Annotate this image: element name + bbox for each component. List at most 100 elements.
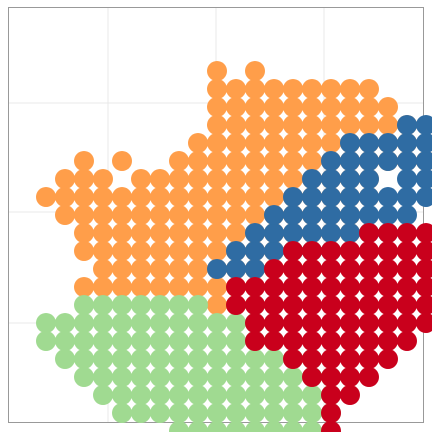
data-point xyxy=(416,187,432,207)
data-point xyxy=(207,97,227,117)
data-point xyxy=(245,331,265,351)
data-point xyxy=(207,151,227,171)
data-point xyxy=(131,223,151,243)
data-point xyxy=(321,295,341,315)
data-point xyxy=(340,115,360,135)
data-point xyxy=(150,331,170,351)
data-point xyxy=(74,349,94,369)
data-point xyxy=(340,223,360,243)
data-point xyxy=(264,331,284,351)
data-point xyxy=(416,169,432,189)
data-point xyxy=(245,295,265,315)
data-point xyxy=(150,313,170,333)
data-point xyxy=(302,79,322,99)
data-point xyxy=(150,295,170,315)
data-point xyxy=(169,169,189,189)
data-point xyxy=(321,259,341,279)
data-point xyxy=(397,223,417,243)
data-point xyxy=(226,133,246,153)
data-point xyxy=(131,187,151,207)
data-point xyxy=(302,97,322,117)
data-point xyxy=(340,205,360,225)
data-point xyxy=(112,349,132,369)
data-point xyxy=(169,331,189,351)
data-point xyxy=(340,349,360,369)
data-point xyxy=(74,169,94,189)
data-point xyxy=(245,151,265,171)
data-point xyxy=(321,205,341,225)
data-point xyxy=(359,205,379,225)
data-point xyxy=(226,385,246,405)
data-points xyxy=(36,61,432,432)
data-point xyxy=(36,313,56,333)
data-point xyxy=(283,295,303,315)
data-point xyxy=(188,313,208,333)
data-point xyxy=(188,205,208,225)
data-point xyxy=(131,259,151,279)
data-point xyxy=(378,259,398,279)
data-point xyxy=(131,403,151,423)
data-point xyxy=(283,241,303,261)
data-point xyxy=(207,385,227,405)
data-point xyxy=(169,367,189,387)
data-point xyxy=(226,169,246,189)
data-point xyxy=(302,169,322,189)
data-point xyxy=(188,169,208,189)
data-point xyxy=(207,115,227,135)
data-point xyxy=(321,133,341,153)
data-point xyxy=(150,205,170,225)
data-point xyxy=(112,295,132,315)
data-point xyxy=(112,403,132,423)
data-point xyxy=(264,79,284,99)
data-point xyxy=(264,223,284,243)
data-point xyxy=(359,151,379,171)
data-point xyxy=(169,205,189,225)
data-point xyxy=(74,241,94,261)
data-point xyxy=(207,187,227,207)
data-point xyxy=(207,133,227,153)
data-point xyxy=(416,133,432,153)
data-point xyxy=(283,277,303,297)
data-point xyxy=(283,349,303,369)
data-point xyxy=(207,79,227,99)
data-point xyxy=(93,313,113,333)
data-point xyxy=(302,349,322,369)
data-point xyxy=(188,295,208,315)
data-point xyxy=(397,169,417,189)
data-point xyxy=(302,205,322,225)
data-point xyxy=(416,241,432,261)
data-point xyxy=(245,277,265,297)
data-point xyxy=(93,367,113,387)
data-point xyxy=(245,223,265,243)
data-point xyxy=(340,385,360,405)
data-point xyxy=(378,133,398,153)
data-point xyxy=(74,367,94,387)
data-point xyxy=(169,295,189,315)
data-point xyxy=(93,331,113,351)
data-point xyxy=(283,331,303,351)
data-point xyxy=(55,313,75,333)
data-point xyxy=(359,331,379,351)
data-point xyxy=(359,169,379,189)
data-point xyxy=(93,187,113,207)
data-point xyxy=(283,259,303,279)
data-point xyxy=(207,295,227,315)
data-point xyxy=(131,205,151,225)
data-point xyxy=(93,205,113,225)
data-point xyxy=(169,187,189,207)
data-point xyxy=(264,421,284,432)
data-point xyxy=(226,79,246,99)
data-point xyxy=(264,349,284,369)
data-point xyxy=(359,295,379,315)
data-point xyxy=(188,241,208,261)
data-point xyxy=(321,277,341,297)
data-point xyxy=(226,223,246,243)
data-point xyxy=(264,313,284,333)
data-point xyxy=(55,205,75,225)
data-point xyxy=(245,115,265,135)
data-point xyxy=(264,295,284,315)
data-point xyxy=(359,349,379,369)
data-point xyxy=(74,313,94,333)
data-point xyxy=(188,223,208,243)
data-point xyxy=(416,151,432,171)
